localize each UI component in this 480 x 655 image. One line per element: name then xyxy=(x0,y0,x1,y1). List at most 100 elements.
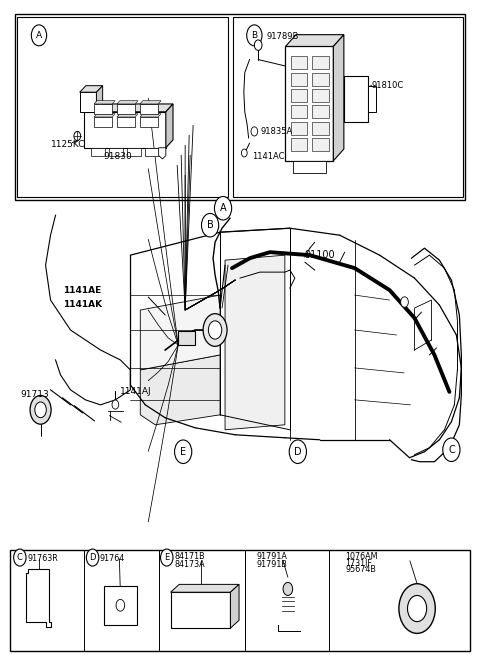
Polygon shape xyxy=(94,114,115,117)
Text: B: B xyxy=(207,220,214,230)
Polygon shape xyxy=(333,35,344,161)
Polygon shape xyxy=(140,114,161,117)
Circle shape xyxy=(247,25,262,46)
Bar xyxy=(312,56,328,69)
Bar xyxy=(104,586,137,625)
Text: 91764: 91764 xyxy=(100,554,125,563)
Circle shape xyxy=(401,297,408,307)
Circle shape xyxy=(86,549,99,566)
Bar xyxy=(291,105,308,119)
Bar xyxy=(312,89,328,102)
Circle shape xyxy=(30,396,51,424)
Bar xyxy=(140,104,158,115)
Circle shape xyxy=(283,582,293,595)
Text: 1731JF: 1731JF xyxy=(345,559,372,568)
Text: A: A xyxy=(36,31,42,40)
Bar xyxy=(344,76,368,122)
Bar xyxy=(145,148,159,156)
Circle shape xyxy=(31,25,47,46)
Polygon shape xyxy=(230,584,239,628)
Circle shape xyxy=(116,599,125,611)
Polygon shape xyxy=(80,92,96,112)
Text: 91835A: 91835A xyxy=(260,127,292,136)
Bar xyxy=(178,331,195,345)
Bar xyxy=(291,56,308,69)
Polygon shape xyxy=(225,255,285,430)
Bar xyxy=(117,117,135,128)
Text: 1076AM: 1076AM xyxy=(345,552,378,561)
Bar xyxy=(94,117,112,128)
Polygon shape xyxy=(25,569,51,627)
Text: 1141AK: 1141AK xyxy=(63,299,103,309)
Text: 91713: 91713 xyxy=(21,390,49,400)
Text: 84171B: 84171B xyxy=(174,552,205,561)
Circle shape xyxy=(175,440,192,464)
Polygon shape xyxy=(140,101,161,104)
Bar xyxy=(291,122,308,135)
Bar xyxy=(117,104,135,115)
Polygon shape xyxy=(84,112,166,148)
Text: 91791B: 91791B xyxy=(257,560,288,569)
Text: A: A xyxy=(220,203,227,214)
Polygon shape xyxy=(140,295,220,370)
Polygon shape xyxy=(117,114,138,117)
Circle shape xyxy=(208,321,222,339)
Bar xyxy=(10,550,470,651)
Polygon shape xyxy=(166,104,173,148)
Bar xyxy=(312,73,328,86)
Text: 95674B: 95674B xyxy=(345,565,376,574)
Bar xyxy=(170,592,230,628)
Text: D: D xyxy=(294,447,301,457)
Circle shape xyxy=(35,402,47,418)
Bar xyxy=(109,148,123,156)
Polygon shape xyxy=(158,148,166,159)
Circle shape xyxy=(215,196,232,220)
Bar xyxy=(312,138,328,151)
Bar xyxy=(15,14,465,200)
Circle shape xyxy=(289,440,306,464)
Bar xyxy=(127,148,142,156)
Polygon shape xyxy=(170,584,239,592)
Polygon shape xyxy=(80,86,103,92)
Text: E: E xyxy=(164,553,169,562)
Circle shape xyxy=(241,149,247,157)
Text: D: D xyxy=(89,553,96,562)
Polygon shape xyxy=(117,101,138,104)
Polygon shape xyxy=(286,35,344,47)
Bar xyxy=(312,105,328,119)
Bar xyxy=(140,117,158,128)
Bar xyxy=(312,122,328,135)
Text: E: E xyxy=(180,447,186,457)
Bar xyxy=(91,148,105,156)
Text: 84173A: 84173A xyxy=(174,560,205,569)
Circle shape xyxy=(399,584,435,633)
Circle shape xyxy=(74,132,81,141)
Circle shape xyxy=(251,127,258,136)
Bar xyxy=(368,86,376,112)
Circle shape xyxy=(203,314,227,346)
Text: 91830: 91830 xyxy=(104,152,132,160)
Bar xyxy=(94,104,112,115)
Bar xyxy=(291,73,308,86)
Text: B: B xyxy=(252,31,257,40)
Text: 1141AE: 1141AE xyxy=(63,286,102,295)
Text: C: C xyxy=(448,445,455,455)
Bar xyxy=(293,161,326,173)
Text: 91763R: 91763R xyxy=(27,554,58,563)
Polygon shape xyxy=(96,86,103,112)
Circle shape xyxy=(443,438,460,462)
Text: 1141AJ: 1141AJ xyxy=(120,387,152,396)
Circle shape xyxy=(254,40,262,50)
Circle shape xyxy=(13,549,26,566)
Circle shape xyxy=(408,595,427,622)
Circle shape xyxy=(112,400,119,409)
Text: C: C xyxy=(17,553,23,562)
Text: 91789B: 91789B xyxy=(266,32,299,41)
Text: 91791A: 91791A xyxy=(257,552,288,561)
Bar xyxy=(291,138,308,151)
Circle shape xyxy=(160,549,173,566)
Circle shape xyxy=(202,214,219,237)
Text: 1141AC: 1141AC xyxy=(252,152,285,160)
Polygon shape xyxy=(84,104,173,112)
Text: 1125KC: 1125KC xyxy=(51,140,85,149)
